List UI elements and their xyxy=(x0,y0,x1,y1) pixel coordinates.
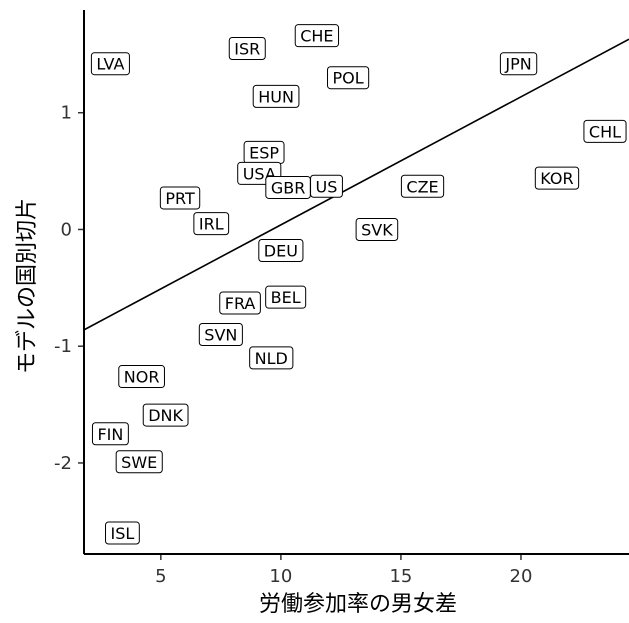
point-label-text: DNK xyxy=(148,406,183,425)
y-tick-label: -1 xyxy=(54,336,72,357)
point-label-box xyxy=(105,521,140,545)
point-label-box xyxy=(310,174,343,198)
point-label-box xyxy=(159,186,201,210)
point-label-prt: PRT xyxy=(159,186,201,210)
point-label-text: POL xyxy=(333,69,364,88)
point-label-text: SVN xyxy=(204,326,237,345)
point-label-chl: CHL xyxy=(583,119,627,143)
point-label-box xyxy=(90,52,130,76)
point-label-box xyxy=(499,52,538,76)
point-label-bel: BEL xyxy=(265,285,307,309)
point-label-text: IRL xyxy=(199,215,224,234)
x-tick-label: 5 xyxy=(155,566,166,587)
x-axis-title: 労働参加率の男女差 xyxy=(259,592,457,617)
point-label-us: US xyxy=(310,174,343,198)
point-label-hun: HUN xyxy=(252,84,300,108)
point-label-box xyxy=(228,37,266,61)
point-label-isr: ISR xyxy=(228,37,266,61)
point-label-box xyxy=(193,212,230,236)
point-label-text: CHL xyxy=(589,122,621,141)
point-label-irl: IRL xyxy=(193,212,230,236)
point-label-box xyxy=(583,119,627,143)
axis-ticks: 5 10 15 20 -2 -1 0 1 xyxy=(54,103,532,587)
point-label-box xyxy=(198,323,243,347)
point-label-box xyxy=(249,346,294,370)
point-label-nld: NLD xyxy=(249,346,294,370)
point-label-box xyxy=(115,450,163,474)
point-label-text: FRA xyxy=(225,294,256,313)
x-tick-label: 10 xyxy=(269,566,292,587)
point-label-text: BEL xyxy=(271,288,301,307)
point-label-jpn: JPN xyxy=(499,52,538,76)
point-label-text: SVK xyxy=(361,220,393,239)
point-label-text: HUN xyxy=(258,87,294,106)
trend-line xyxy=(83,38,629,331)
point-label-box xyxy=(118,365,165,389)
point-label-box xyxy=(265,285,307,309)
point-label-text: CZE xyxy=(406,177,438,196)
point-label-lva: LVA xyxy=(90,52,130,76)
point-label-isl: ISL xyxy=(105,521,140,545)
point-label-text: GBR xyxy=(271,178,306,197)
point-label-esp: ESP xyxy=(243,140,285,164)
y-tick-label: -2 xyxy=(54,453,72,474)
point-label-swe: SWE xyxy=(115,450,163,474)
point-label-cze: CZE xyxy=(400,174,445,198)
point-label-box xyxy=(534,166,580,190)
point-label-text: PRT xyxy=(165,189,195,208)
point-label-text: FIN xyxy=(97,425,123,444)
point-label-dnk: DNK xyxy=(142,403,189,427)
point-label-text: KOR xyxy=(540,169,573,188)
x-tick-label: 15 xyxy=(389,566,412,587)
point-label-deu: DEU xyxy=(258,238,304,262)
point-label-svn: SVN xyxy=(198,323,243,347)
y-tick-label: 0 xyxy=(61,219,72,240)
point-label-nor: NOR xyxy=(118,365,165,389)
point-label-text: US xyxy=(316,177,338,196)
point-label-fin: FIN xyxy=(91,422,129,446)
x-tick-label: 20 xyxy=(510,566,533,587)
y-tick-label: 1 xyxy=(61,103,72,124)
point-label-text: CHE xyxy=(300,27,333,46)
point-label-box xyxy=(142,403,189,427)
point-label-box xyxy=(252,84,300,108)
point-label-text: JPN xyxy=(504,55,531,74)
point-label-gbr: GBR xyxy=(265,175,311,199)
point-label-svk: SVK xyxy=(355,217,399,241)
point-label-text: SWE xyxy=(121,453,157,472)
point-label-text: NOR xyxy=(124,368,160,387)
point-label-text: ESP xyxy=(249,143,279,162)
point-label-kor: KOR xyxy=(534,166,580,190)
point-label-pol: POL xyxy=(327,66,370,90)
point-label-che: CHE xyxy=(294,24,340,48)
point-label-text: DEU xyxy=(264,241,298,260)
point-label-text: NLD xyxy=(255,349,288,368)
y-axis-title: モデルの国別切片 xyxy=(15,198,40,374)
point-label-fra: FRA xyxy=(219,291,261,315)
point-label-box xyxy=(91,422,129,446)
point-label-box xyxy=(400,174,445,198)
point-label-box xyxy=(219,291,261,315)
point-label-text: ISL xyxy=(111,524,135,543)
point-label-box xyxy=(355,217,399,241)
point-label-box xyxy=(327,66,370,90)
point-label-box xyxy=(294,24,340,48)
point-label-box xyxy=(258,238,304,262)
point-label-text: ISR xyxy=(234,40,260,59)
point-label-text: LVA xyxy=(96,55,124,74)
